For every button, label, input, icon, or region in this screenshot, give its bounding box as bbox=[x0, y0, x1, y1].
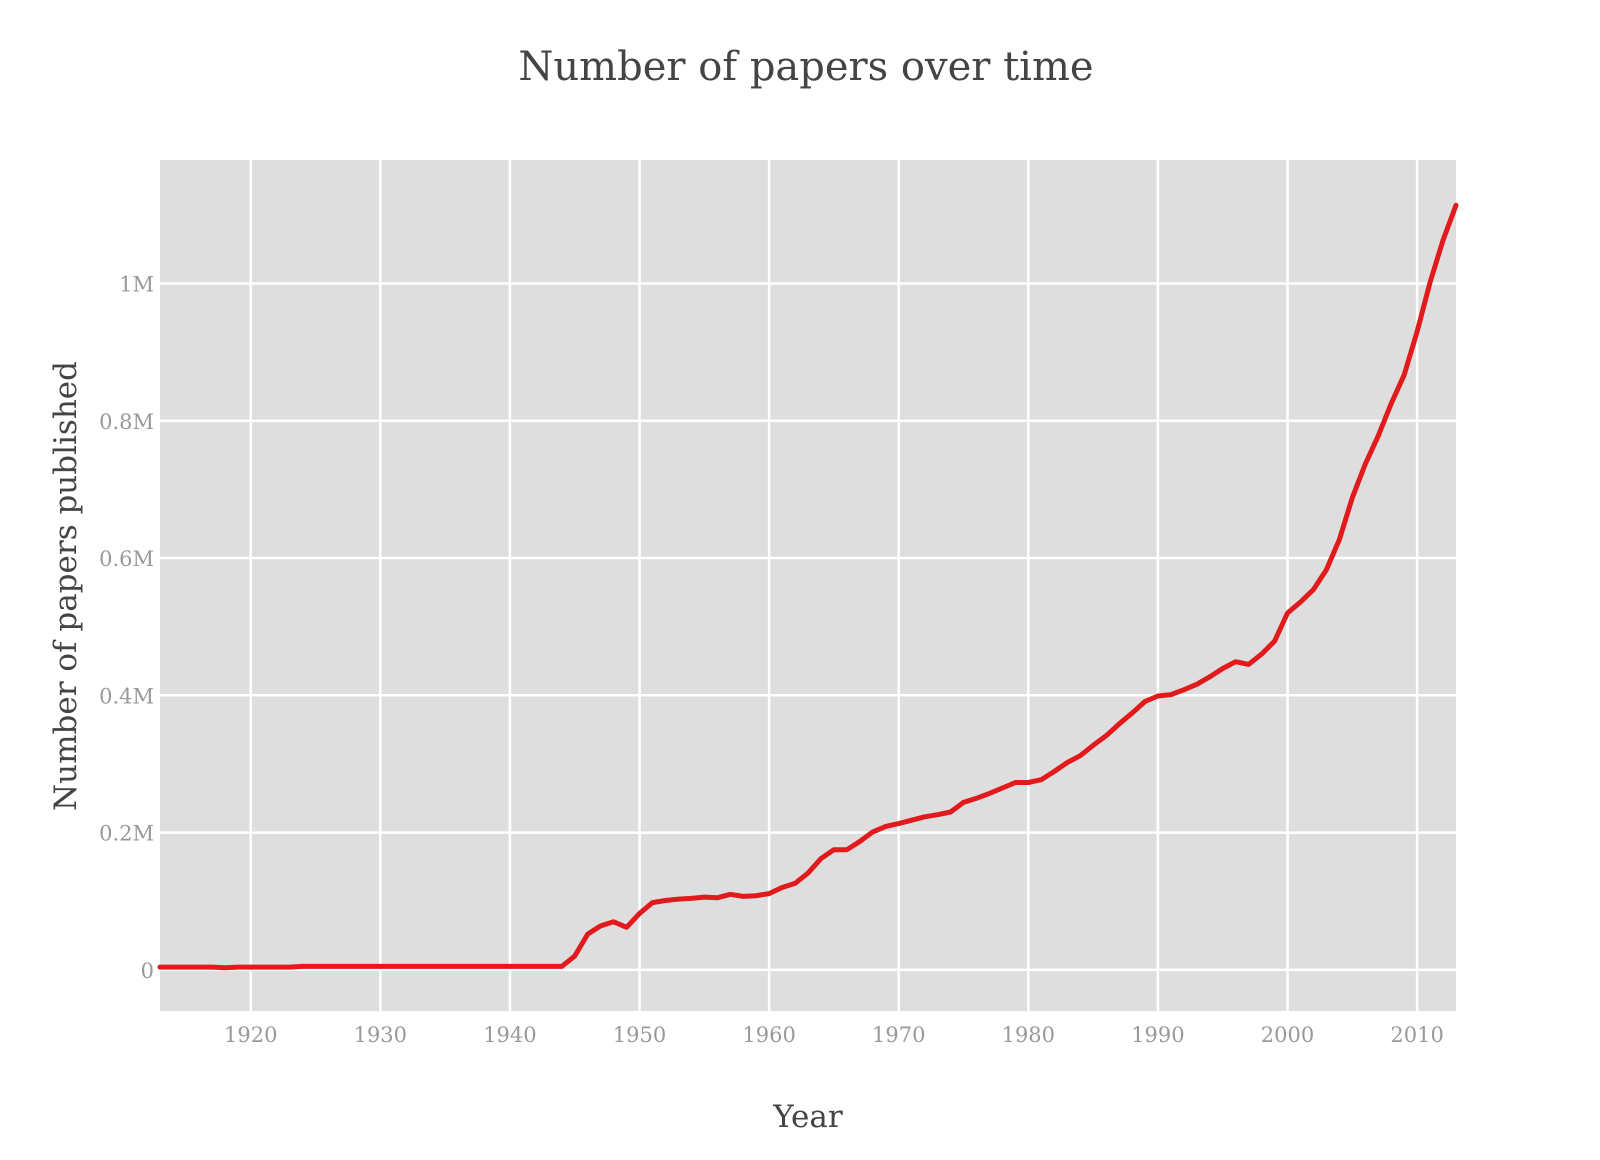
y-axis-ticks: 0 0.2M 0.4M 0.6M 0.8M 1M bbox=[99, 273, 154, 983]
x-tick-label: 1920 bbox=[224, 1023, 277, 1047]
series-layer bbox=[157, 202, 1459, 971]
y-tick-label: 1M bbox=[119, 273, 154, 297]
x-tick-label: 1980 bbox=[1002, 1023, 1055, 1047]
x-tick-label: 2010 bbox=[1390, 1023, 1443, 1047]
y-tick-label: 0.4M bbox=[99, 684, 154, 708]
y-tick-label: 0.2M bbox=[99, 822, 154, 846]
plot-area bbox=[160, 160, 1456, 1011]
chart-title: Number of papers over time bbox=[518, 44, 1093, 90]
x-tick-label: 1950 bbox=[613, 1023, 666, 1047]
x-tick-label: 1930 bbox=[354, 1023, 407, 1047]
x-axis-title: Year bbox=[772, 1099, 843, 1135]
y-axis-title: Number of papers published bbox=[48, 361, 84, 811]
y-tick-label: 0.8M bbox=[99, 410, 154, 434]
y-tick-label: 0.6M bbox=[99, 547, 154, 571]
x-tick-label: 1940 bbox=[483, 1023, 536, 1047]
series-line bbox=[157, 202, 1459, 971]
x-tick-label: 1970 bbox=[872, 1023, 925, 1047]
x-tick-label: 1990 bbox=[1131, 1023, 1184, 1047]
gridlines bbox=[160, 160, 1456, 1011]
y-tick-label: 0 bbox=[141, 959, 154, 983]
x-tick-label: 2000 bbox=[1261, 1023, 1314, 1047]
x-axis-ticks: 1920 1930 1940 1950 1960 1970 1980 1990 2000 2010 bbox=[224, 1023, 1444, 1047]
x-tick-label: 1960 bbox=[742, 1023, 795, 1047]
